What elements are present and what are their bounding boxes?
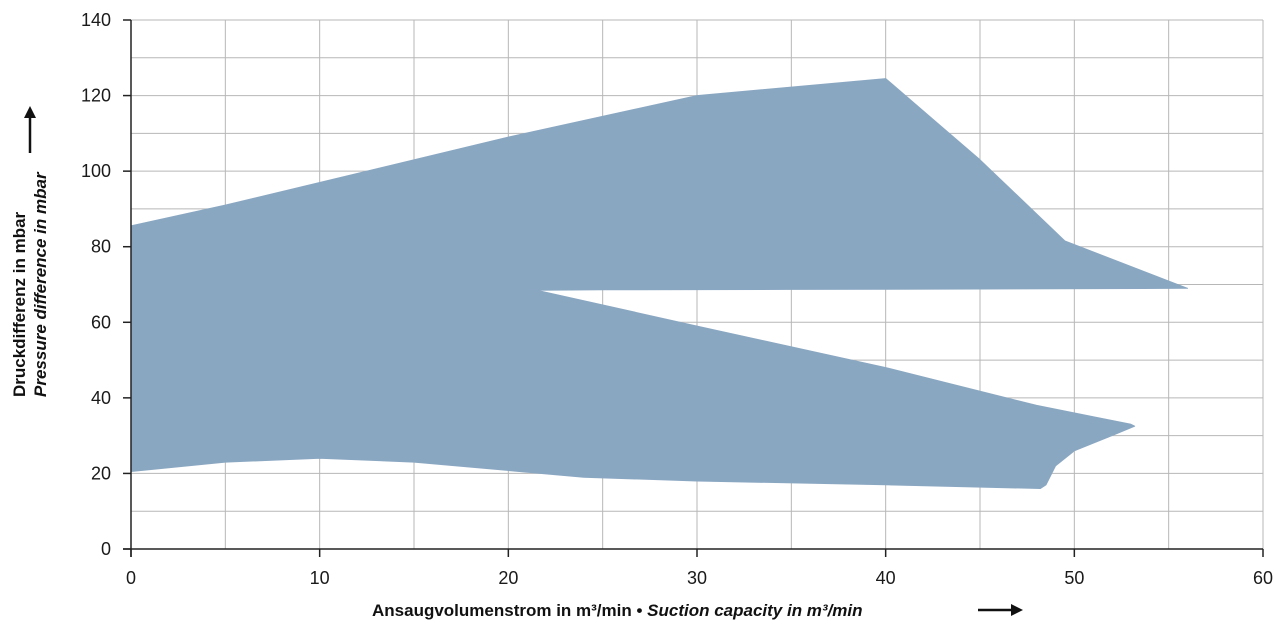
y-tick-label: 40 xyxy=(91,388,111,408)
y-tick-label: 80 xyxy=(91,237,111,257)
x-axis-separator: • xyxy=(632,601,647,620)
y-tick-label: 120 xyxy=(81,86,111,106)
envelope-region-1 xyxy=(130,78,1188,291)
y-axis-label-de: Druckdifferenz in mbar xyxy=(10,211,29,397)
x-axis-arrow xyxy=(978,604,1023,616)
x-axis-title: Ansaugvolumenstrom in m³/min • Suction c… xyxy=(372,601,863,620)
x-tick-label: 10 xyxy=(310,568,330,588)
x-tick-label: 40 xyxy=(876,568,896,588)
y-tick-label: 140 xyxy=(81,10,111,30)
x-axis-label-en: Suction capacity in m³/min xyxy=(647,601,862,620)
envelope-area xyxy=(130,78,1188,489)
y-axis-arrow xyxy=(24,106,36,153)
x-tick-label: 20 xyxy=(498,568,518,588)
axes xyxy=(123,19,1264,557)
y-tick-label: 0 xyxy=(101,539,111,559)
x-axis-label-de: Ansaugvolumenstrom in m³/min xyxy=(372,601,632,620)
x-tick-label: 30 xyxy=(687,568,707,588)
tick-labels: 0 10 20 30 40 50 60 0 20 40 60 80 100 120 140 xyxy=(81,10,1273,588)
envelope-region-2 xyxy=(130,225,1136,489)
y-axis-label-en: Pressure difference in mbar xyxy=(31,171,50,397)
x-tick-label: 60 xyxy=(1253,568,1273,588)
y-tick-label: 60 xyxy=(91,312,111,332)
x-tick-label: 0 xyxy=(126,568,136,588)
y-tick-label: 20 xyxy=(91,463,111,483)
y-tick-label: 100 xyxy=(81,161,111,181)
x-tick-label: 50 xyxy=(1064,568,1084,588)
